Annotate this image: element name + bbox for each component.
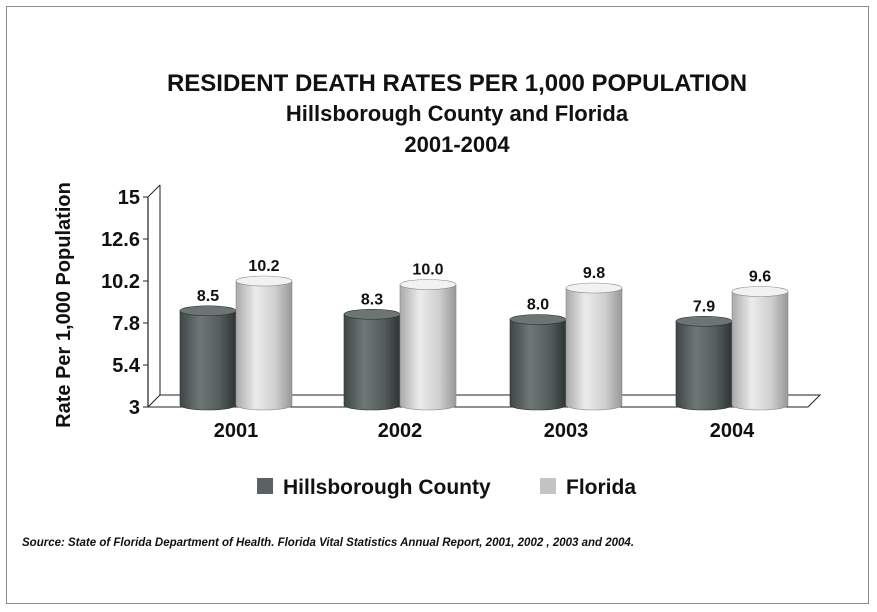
data-label: 9.6 (749, 269, 771, 286)
bar-body (566, 288, 622, 410)
y-axis-label: Rate Per 1,000 Population (53, 182, 75, 428)
x-tick-label: 2004 (710, 420, 755, 442)
source-note: Source: State of Florida Department of H… (22, 537, 634, 549)
bar-florida-2001 (236, 276, 292, 410)
title-line-2: Hillsborough County and Florida (286, 101, 629, 126)
bar-florida-2002 (400, 280, 456, 411)
bar-body (510, 320, 566, 411)
legend: Hillsborough County Florida (257, 476, 636, 499)
data-label: 10.2 (248, 258, 279, 275)
y-tick-label: 12.6 (101, 229, 140, 251)
title-line-3: 2001-2004 (404, 132, 510, 157)
legend-swatch-hillsborough (257, 478, 273, 494)
y-tick-label: 5.4 (112, 355, 141, 377)
bar-cap (236, 276, 292, 286)
x-tick-label: 2002 (378, 420, 423, 442)
bar-cap (180, 306, 236, 316)
x-tick-label: 2001 (214, 420, 259, 442)
bar-hillsborough-2004 (676, 316, 732, 410)
y-axis-depth-line (148, 185, 160, 197)
y-tick-label: 7.8 (112, 313, 140, 335)
bar-hillsborough-2002 (344, 309, 400, 410)
data-label: 10.0 (412, 262, 443, 279)
bars (180, 276, 788, 410)
bar-cap (732, 287, 788, 297)
legend-label-hillsborough: Hillsborough County (283, 476, 491, 499)
bar-cap (566, 283, 622, 293)
data-label: 7.9 (693, 298, 715, 315)
bar-body (400, 285, 456, 411)
x-tick-label: 2003 (544, 420, 589, 442)
bar-hillsborough-2001 (180, 306, 236, 410)
y-axis-ticks: 3 5.4 7.8 10.2 12.6 15 (101, 187, 148, 419)
bar-cap (400, 280, 456, 290)
y-tick-label: 10.2 (101, 271, 140, 293)
bar-body (180, 311, 236, 410)
bar-body (236, 281, 292, 410)
data-label: 9.8 (583, 265, 605, 282)
bar-cap (510, 315, 566, 325)
y-tick-label: 15 (118, 187, 140, 209)
chart-title: RESIDENT DEATH RATES PER 1,000 POPULATIO… (167, 70, 747, 157)
bar-cap (676, 316, 732, 326)
bar-hillsborough-2003 (510, 315, 566, 411)
legend-swatch-florida (540, 478, 556, 494)
bar-body (676, 321, 732, 410)
bar-florida-2003 (566, 283, 622, 410)
y-tick-label: 3 (129, 397, 140, 419)
bar-body (732, 292, 788, 411)
x-axis-ticks: 2001 2002 2003 2004 (214, 420, 755, 442)
bar-body (344, 314, 400, 410)
data-label: 8.0 (527, 297, 549, 314)
bar-florida-2004 (732, 287, 788, 411)
title-line-1: RESIDENT DEATH RATES PER 1,000 POPULATIO… (167, 70, 747, 97)
legend-label-florida: Florida (566, 476, 636, 499)
data-label: 8.3 (361, 291, 383, 308)
bar-cap (344, 309, 400, 319)
data-label: 8.5 (197, 288, 219, 305)
